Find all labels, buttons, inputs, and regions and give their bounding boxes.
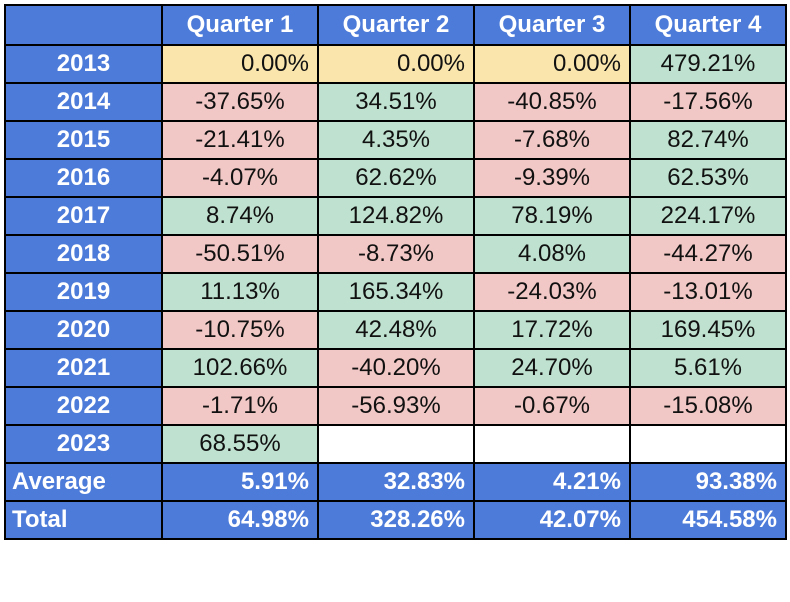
row-header-year[interactable]: 2021 <box>4 348 163 388</box>
table-cell[interactable]: 102.66% <box>161 348 319 388</box>
row-header-year[interactable]: 2019 <box>4 272 163 312</box>
table-cell[interactable] <box>317 424 475 464</box>
table-cell[interactable]: -7.68% <box>473 120 631 160</box>
table-cell[interactable]: -13.01% <box>629 272 787 312</box>
table-row: 2019 11.13% 165.34% -24.03% -13.01% <box>4 272 787 312</box>
table-cell[interactable]: 8.74% <box>161 196 319 236</box>
table-cell[interactable]: 0.00% <box>161 44 319 84</box>
table-cell[interactable]: 17.72% <box>473 310 631 350</box>
table-cell[interactable]: 78.19% <box>473 196 631 236</box>
table-cell[interactable]: -50.51% <box>161 234 319 274</box>
summary-cell[interactable]: 4.21% <box>473 462 631 502</box>
table-row: 2014 -37.65% 34.51% -40.85% -17.56% <box>4 82 787 122</box>
column-header-quarter-2[interactable]: Quarter 2 <box>317 4 475 46</box>
column-header-quarter-1[interactable]: Quarter 1 <box>161 4 319 46</box>
table-cell[interactable]: 34.51% <box>317 82 475 122</box>
table-cell[interactable]: -40.85% <box>473 82 631 122</box>
table-cell[interactable]: 4.35% <box>317 120 475 160</box>
row-header-year[interactable]: 2018 <box>4 234 163 274</box>
table-row: 2020 -10.75% 42.48% 17.72% 169.45% <box>4 310 787 350</box>
summary-cell[interactable]: 32.83% <box>317 462 475 502</box>
column-header-quarter-4[interactable]: Quarter 4 <box>629 4 787 46</box>
table-cell[interactable]: 42.48% <box>317 310 475 350</box>
table-cell[interactable]: 24.70% <box>473 348 631 388</box>
table-cell[interactable]: -10.75% <box>161 310 319 350</box>
table-row: 2023 68.55% <box>4 424 787 464</box>
summary-cell[interactable]: 93.38% <box>629 462 787 502</box>
quarterly-returns-table: Quarter 1 Quarter 2 Quarter 3 Quarter 4 … <box>4 4 787 540</box>
summary-label[interactable]: Total <box>4 500 163 540</box>
table-cell[interactable]: 169.45% <box>629 310 787 350</box>
summary-cell[interactable]: 328.26% <box>317 500 475 540</box>
table-cell[interactable]: 5.61% <box>629 348 787 388</box>
row-header-year[interactable]: 2022 <box>4 386 163 426</box>
table-row: 2015 -21.41% 4.35% -7.68% 82.74% <box>4 120 787 160</box>
table-cell[interactable]: -9.39% <box>473 158 631 198</box>
table-cell[interactable]: -4.07% <box>161 158 319 198</box>
table-cell[interactable]: 62.62% <box>317 158 475 198</box>
row-header-year[interactable]: 2015 <box>4 120 163 160</box>
table-row: 2013 0.00% 0.00% 0.00% 479.21% <box>4 44 787 84</box>
table-cell[interactable]: 4.08% <box>473 234 631 274</box>
summary-cell[interactable]: 42.07% <box>473 500 631 540</box>
row-header-year[interactable]: 2013 <box>4 44 163 84</box>
column-header-quarter-3[interactable]: Quarter 3 <box>473 4 631 46</box>
row-header-year[interactable]: 2016 <box>4 158 163 198</box>
table-cell[interactable]: -8.73% <box>317 234 475 274</box>
table-cell[interactable]: 165.34% <box>317 272 475 312</box>
table-cell[interactable] <box>473 424 631 464</box>
summary-cell[interactable]: 454.58% <box>629 500 787 540</box>
table-cell[interactable]: -21.41% <box>161 120 319 160</box>
table-row: 2018 -50.51% -8.73% 4.08% -44.27% <box>4 234 787 274</box>
table-row: 2022 -1.71% -56.93% -0.67% -15.08% <box>4 386 787 426</box>
row-header-year[interactable]: 2017 <box>4 196 163 236</box>
row-header-year[interactable]: 2014 <box>4 82 163 122</box>
table-cell[interactable]: -15.08% <box>629 386 787 426</box>
table-row: 2021 102.66% -40.20% 24.70% 5.61% <box>4 348 787 388</box>
table-cell[interactable]: 224.17% <box>629 196 787 236</box>
table-body: 2013 0.00% 0.00% 0.00% 479.21% 2014 -37.65% 34.… <box>4 44 787 464</box>
row-header-year[interactable]: 2023 <box>4 424 163 464</box>
table-cell[interactable]: -17.56% <box>629 82 787 122</box>
header-row: Quarter 1 Quarter 2 Quarter 3 Quarter 4 <box>4 4 787 46</box>
table-cell[interactable]: -37.65% <box>161 82 319 122</box>
table-cell[interactable]: -44.27% <box>629 234 787 274</box>
quarterly-returns-sheet: Quarter 1 Quarter 2 Quarter 3 Quarter 4 … <box>4 4 787 540</box>
table-cell[interactable]: 11.13% <box>161 272 319 312</box>
table-cell[interactable]: 124.82% <box>317 196 475 236</box>
table-cell[interactable]: -24.03% <box>473 272 631 312</box>
table-cell[interactable] <box>629 424 787 464</box>
table-cell[interactable]: -40.20% <box>317 348 475 388</box>
table-cell[interactable]: 0.00% <box>317 44 475 84</box>
table-row: 2016 -4.07% 62.62% -9.39% 62.53% <box>4 158 787 198</box>
table-row: 2017 8.74% 124.82% 78.19% 224.17% <box>4 196 787 236</box>
table-cell[interactable]: 0.00% <box>473 44 631 84</box>
summary-row: Total 64.98% 328.26% 42.07% 454.58% <box>4 500 787 540</box>
table-cell[interactable]: 82.74% <box>629 120 787 160</box>
table-cell[interactable]: 62.53% <box>629 158 787 198</box>
summary-label[interactable]: Average <box>4 462 163 502</box>
row-header-year[interactable]: 2020 <box>4 310 163 350</box>
table-cell[interactable]: 479.21% <box>629 44 787 84</box>
summary-cell[interactable]: 64.98% <box>161 500 319 540</box>
table-footer: Average 5.91% 32.83% 4.21% 93.38% Total 64.98%… <box>4 462 787 540</box>
table-cell[interactable]: 68.55% <box>161 424 319 464</box>
summary-cell[interactable]: 5.91% <box>161 462 319 502</box>
table-cell[interactable]: -0.67% <box>473 386 631 426</box>
summary-row: Average 5.91% 32.83% 4.21% 93.38% <box>4 462 787 502</box>
table-cell[interactable]: -56.93% <box>317 386 475 426</box>
table-cell[interactable]: -1.71% <box>161 386 319 426</box>
corner-cell[interactable] <box>4 4 163 46</box>
